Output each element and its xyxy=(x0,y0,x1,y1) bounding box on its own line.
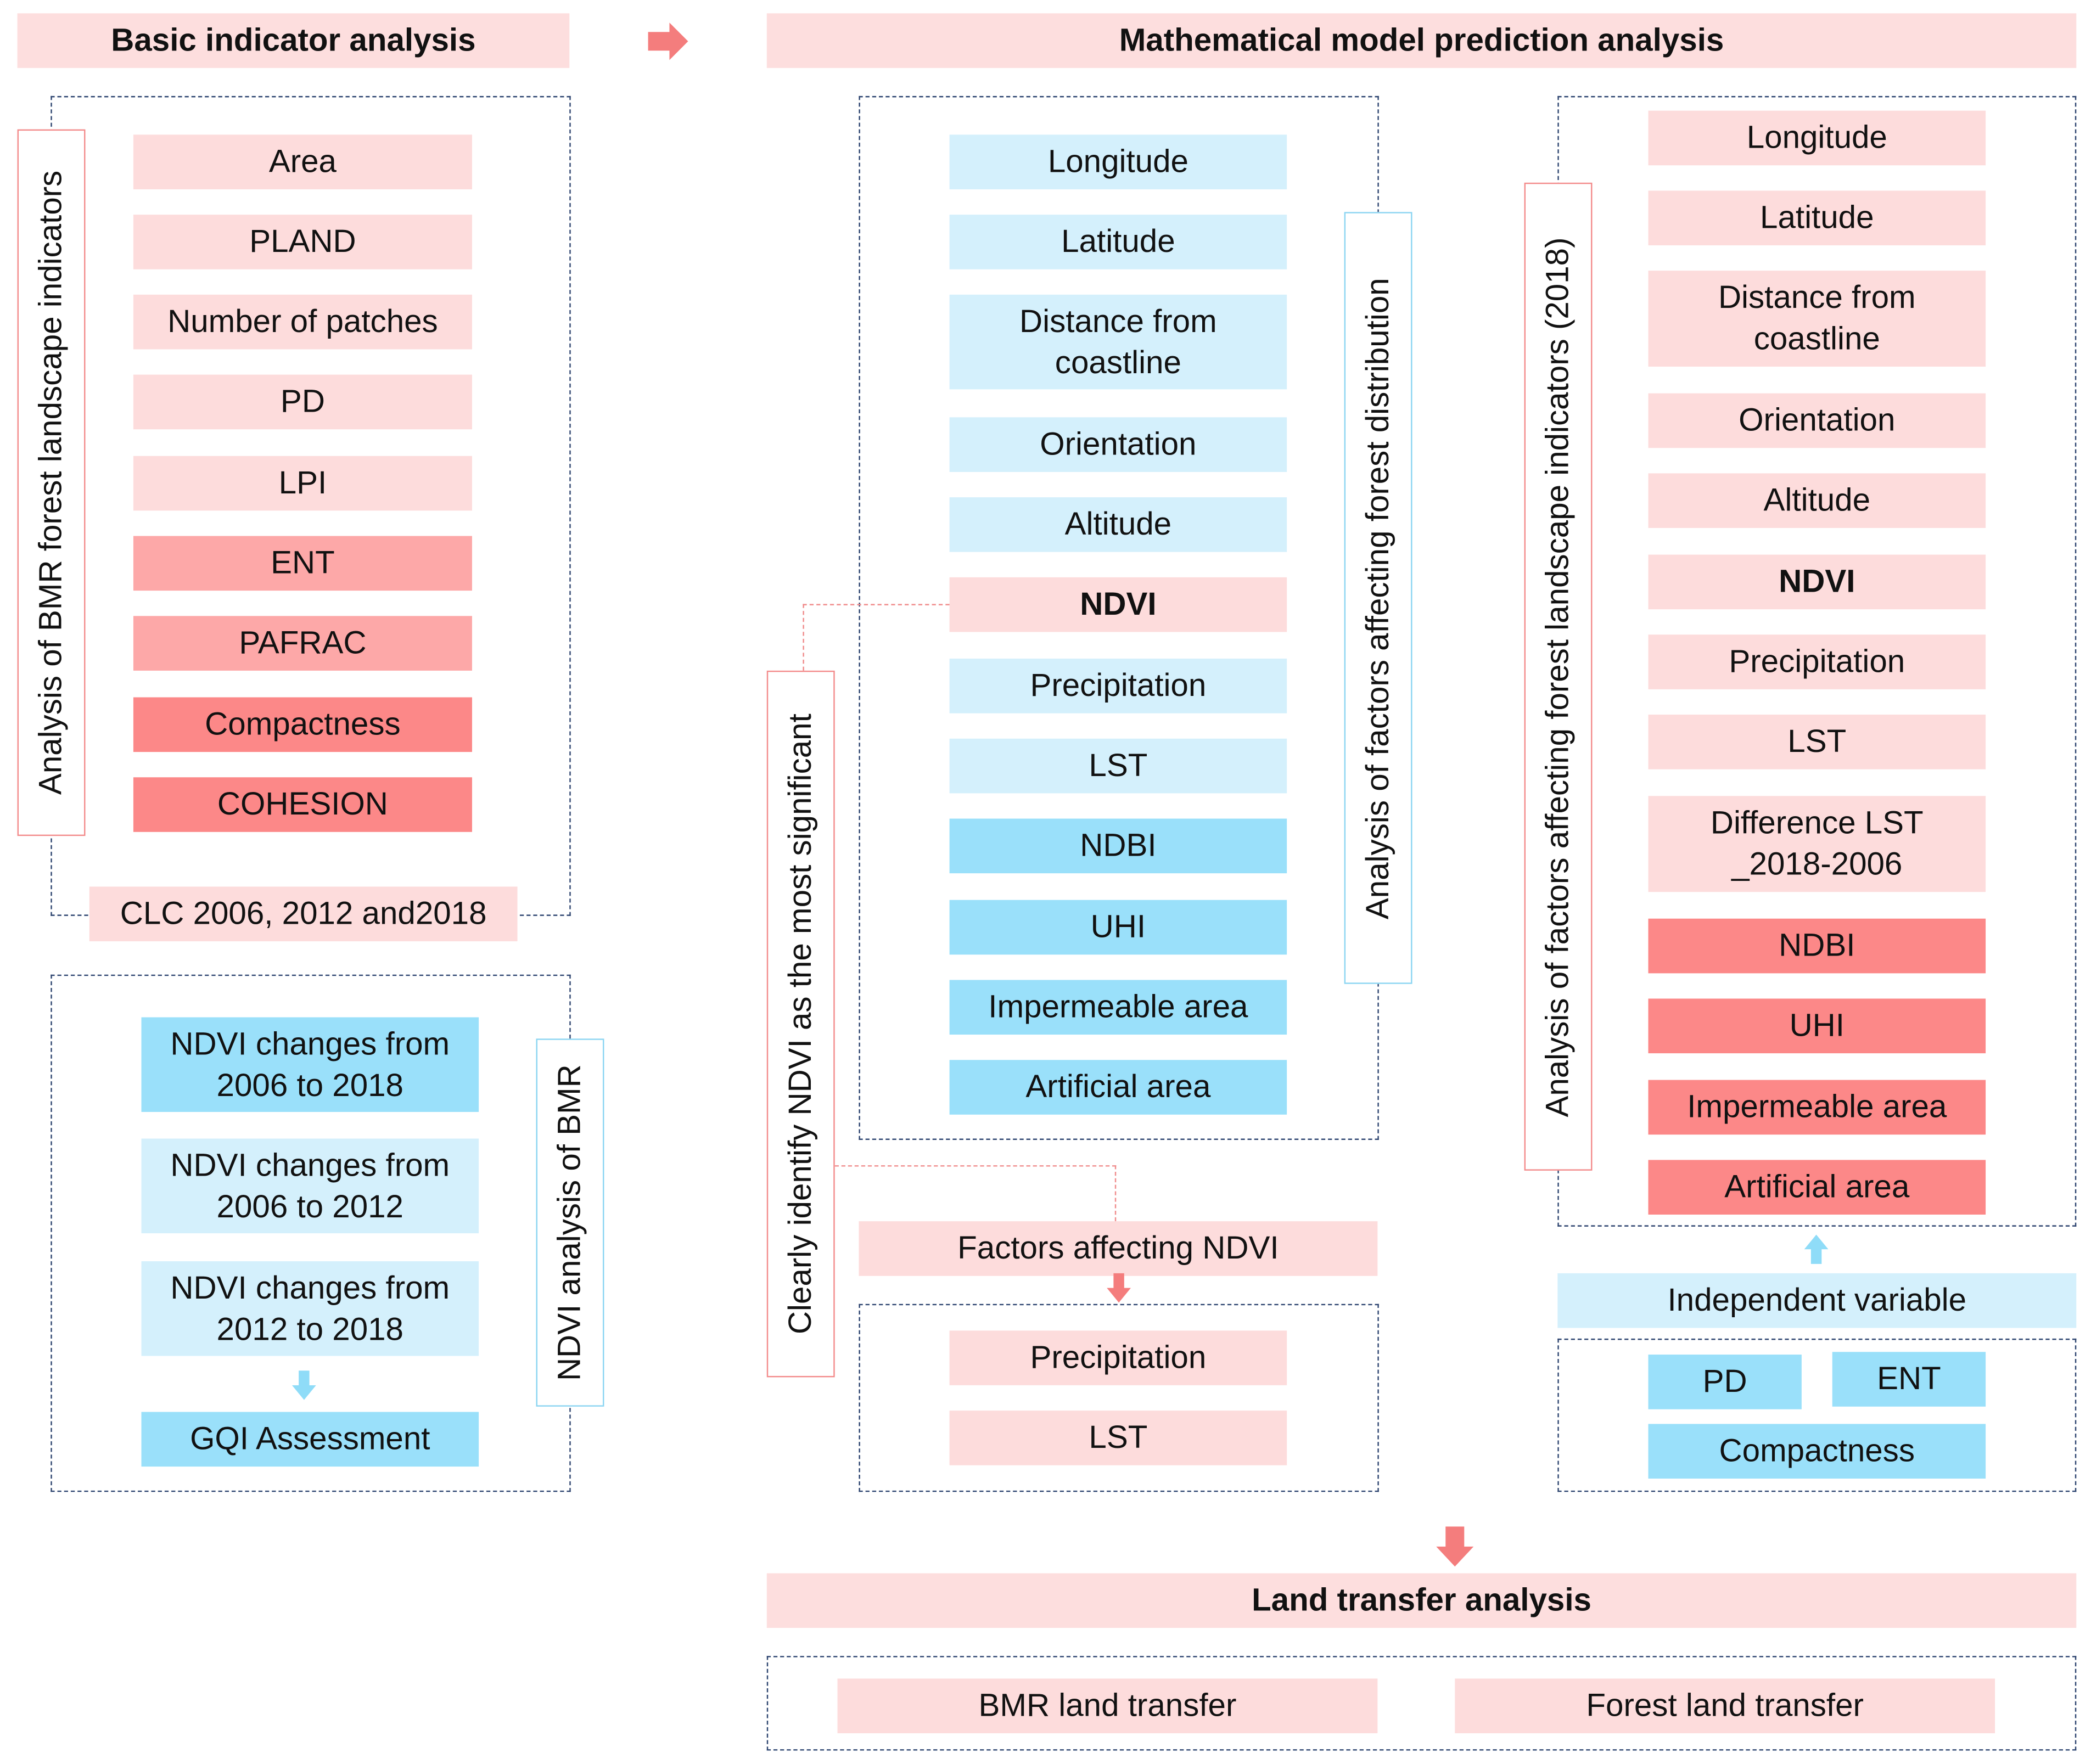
header-land-transfer-analysis: Land transfer analysis xyxy=(766,1573,2077,1628)
connector-factors-horizontal xyxy=(834,1165,1117,1167)
mid-artificial-area: Artificial area xyxy=(949,1060,1287,1115)
ndvi-change-2006-2018: NDVI changes from 2006 to 2018 xyxy=(141,1017,479,1112)
right-distance-from-coastline: Distance from coastline xyxy=(1648,271,1986,367)
indicator-pd: PD xyxy=(133,374,472,430)
land-transfer-frame xyxy=(766,1656,2077,1751)
indicator-compactness: Compactness xyxy=(133,697,472,752)
identify-ndvi-side-text: Clearly identify NDVI as the most signif… xyxy=(782,714,819,1335)
mid-uhi: UHI xyxy=(949,900,1287,955)
right-uhi: UHI xyxy=(1648,998,1986,1054)
right-longitude: Longitude xyxy=(1648,110,1986,166)
mid-orientation: Orientation xyxy=(949,417,1287,472)
forest-distribution-side-label: Analysis of factors affecting forest dis… xyxy=(1344,212,1412,984)
bmr-land-transfer: BMR land transfer xyxy=(837,1678,1378,1733)
right-difference-lst: Difference LST _2018-2006 xyxy=(1648,796,1986,892)
arrow-right-icon xyxy=(648,23,688,60)
right-altitude: Altitude xyxy=(1648,473,1986,528)
right-latitude: Latitude xyxy=(1648,190,1986,245)
mid-ndvi: NDVI xyxy=(949,577,1287,632)
landscape-indicators-side-text: Analysis of BMR forest landscape indicat… xyxy=(32,170,69,795)
right-precipitation: Precipitation xyxy=(1648,634,1986,689)
arrow-down-icon xyxy=(291,1370,316,1400)
indicator-lpi: LPI xyxy=(133,456,472,511)
ndvi-analysis-side-label: NDVI analysis of BMR xyxy=(536,1038,604,1407)
right-lst: LST xyxy=(1648,715,1986,769)
indicator-number-of-patches: Number of patches xyxy=(133,294,472,350)
right-orientation: Orientation xyxy=(1648,393,1986,448)
connector-ndvi-vertical xyxy=(803,604,804,671)
arrow-down-icon xyxy=(1107,1273,1131,1303)
mid-latitude: Latitude xyxy=(949,215,1287,269)
indicator-cohesion: COHESION xyxy=(133,777,472,832)
ndvi-analysis-side-text: NDVI analysis of BMR xyxy=(551,1064,588,1381)
indicator-pland: PLAND xyxy=(133,215,472,269)
mid-altitude: Altitude xyxy=(949,497,1287,552)
independent-variable-frame xyxy=(1557,1338,2077,1492)
right-impermeable-area: Impermeable area xyxy=(1648,1080,1986,1135)
mid-precipitation: Precipitation xyxy=(949,659,1287,714)
identify-ndvi-side-label: Clearly identify NDVI as the most signif… xyxy=(766,670,835,1378)
gqi-assessment: GQI Assessment xyxy=(141,1412,479,1467)
independent-ent: ENT xyxy=(1832,1352,1986,1407)
factors-affecting-ndvi-frame xyxy=(859,1304,1379,1492)
mid-lst: LST xyxy=(949,738,1287,794)
arrow-down-icon xyxy=(1436,1526,1474,1567)
connector-ndvi-horizontal xyxy=(803,604,950,605)
right-ndbi: NDBI xyxy=(1648,918,1986,974)
landscape-factors-side-label: Analysis of factors affecting forest lan… xyxy=(1524,182,1593,1171)
clc-label: CLC 2006, 2012 and2018 xyxy=(89,886,518,942)
factor-precipitation: Precipitation xyxy=(949,1330,1287,1385)
ndvi-change-2006-2012: NDVI changes from 2006 to 2012 xyxy=(141,1138,479,1234)
right-artificial-area: Artificial area xyxy=(1648,1160,1986,1215)
landscape-indicators-side-label: Analysis of BMR forest landscape indicat… xyxy=(17,129,86,836)
header-mathematical-model: Mathematical model prediction analysis xyxy=(766,13,2077,68)
forest-land-transfer: Forest land transfer xyxy=(1455,1678,1995,1733)
forest-distribution-side-text: Analysis of factors affecting forest dis… xyxy=(1359,277,1396,919)
arrow-up-icon xyxy=(1804,1234,1829,1264)
factor-lst: LST xyxy=(949,1411,1287,1465)
indicator-area: Area xyxy=(133,134,472,189)
independent-variable-title: Independent variable xyxy=(1557,1273,2077,1328)
right-ndvi: NDVI xyxy=(1648,554,1986,610)
indicator-pafrac: PAFRAC xyxy=(133,616,472,671)
mid-longitude: Longitude xyxy=(949,134,1287,189)
indicator-ent: ENT xyxy=(133,536,472,591)
independent-pd: PD xyxy=(1648,1355,1802,1409)
connector-factors-vertical xyxy=(1114,1165,1117,1222)
ndvi-change-2012-2018: NDVI changes from 2012 to 2018 xyxy=(141,1261,479,1356)
mid-impermeable-area: Impermeable area xyxy=(949,980,1287,1035)
header-basic-indicator-analysis: Basic indicator analysis xyxy=(17,13,570,68)
landscape-factors-side-text: Analysis of factors affecting forest lan… xyxy=(1539,237,1576,1117)
mid-distance-from-coastline: Distance from coastline xyxy=(949,294,1287,390)
independent-compactness: Compactness xyxy=(1648,1424,1986,1479)
factors-affecting-ndvi-title: Factors affecting NDVI xyxy=(859,1221,1378,1276)
mid-ndbi: NDBI xyxy=(949,818,1287,874)
